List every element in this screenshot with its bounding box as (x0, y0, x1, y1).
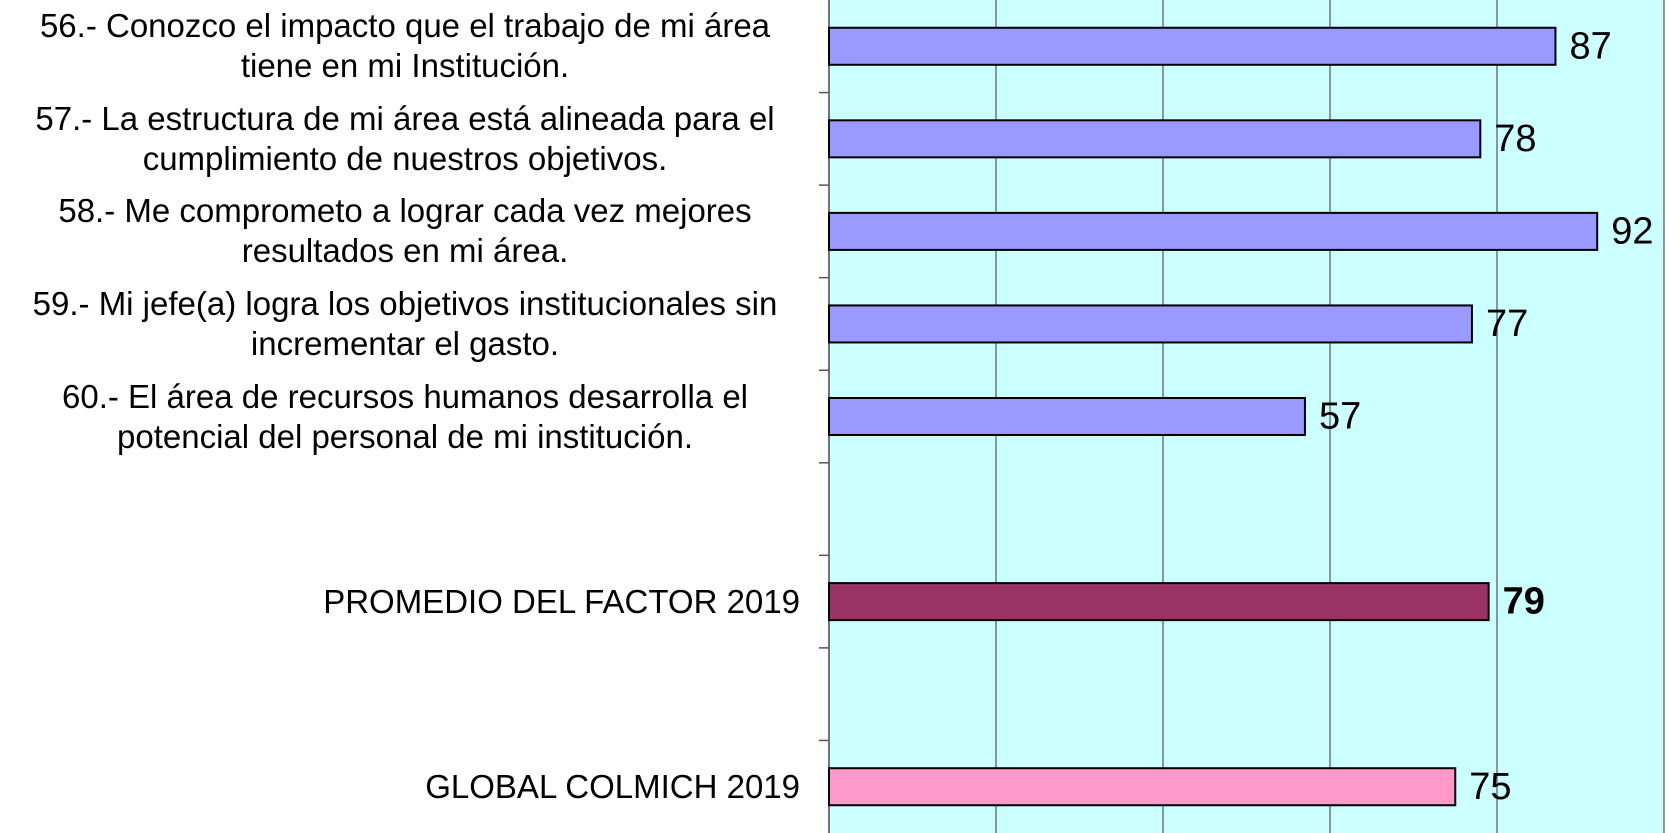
category-text: 56.- Conozco el impacto que el trabajo d… (39, 7, 771, 85)
data-label: 79 (1503, 581, 1545, 623)
bar (828, 119, 1482, 159)
bar (828, 26, 1557, 66)
category-label: 59.- Mi jefe(a) logra los objetivos inst… (0, 284, 800, 364)
bar (828, 767, 1457, 807)
category-label: 58.- Me comprometo a lograr cada vez mej… (0, 191, 800, 271)
data-label: 92 (1611, 210, 1653, 252)
bar (828, 211, 1599, 251)
category-text: 58.- Me comprometo a lograr cada vez mej… (58, 192, 752, 270)
category-labels: 56.- Conozco el impacto que el trabajo d… (0, 0, 800, 833)
bar (828, 396, 1306, 437)
data-label: 78 (1494, 118, 1536, 160)
category-text: GLOBAL COLMICH 2019 (425, 767, 800, 805)
data-label: 87 (1569, 25, 1611, 67)
bar (828, 582, 1490, 622)
category-label: 57.- La estructura de mi área está aline… (0, 99, 800, 179)
data-label: 57 (1319, 396, 1361, 438)
category-label: 60.- El área de recursos humanos desarro… (0, 377, 800, 457)
data-label: 77 (1486, 303, 1528, 345)
category-text: 57.- La estructura de mi área está aline… (35, 99, 775, 177)
category-label: 56.- Conozco el impacto que el trabajo d… (0, 6, 800, 86)
category-label: PROMEDIO DEL FACTOR 2019 (0, 582, 800, 622)
category-label: GLOBAL COLMICH 2019 (0, 767, 800, 807)
category-text: 59.- Mi jefe(a) logra los objetivos inst… (32, 284, 778, 362)
data-label: 75 (1469, 766, 1511, 808)
category-text: PROMEDIO DEL FACTOR 2019 (323, 582, 800, 620)
bar (828, 304, 1473, 344)
category-text: 60.- El área de recursos humanos desarro… (61, 377, 749, 455)
